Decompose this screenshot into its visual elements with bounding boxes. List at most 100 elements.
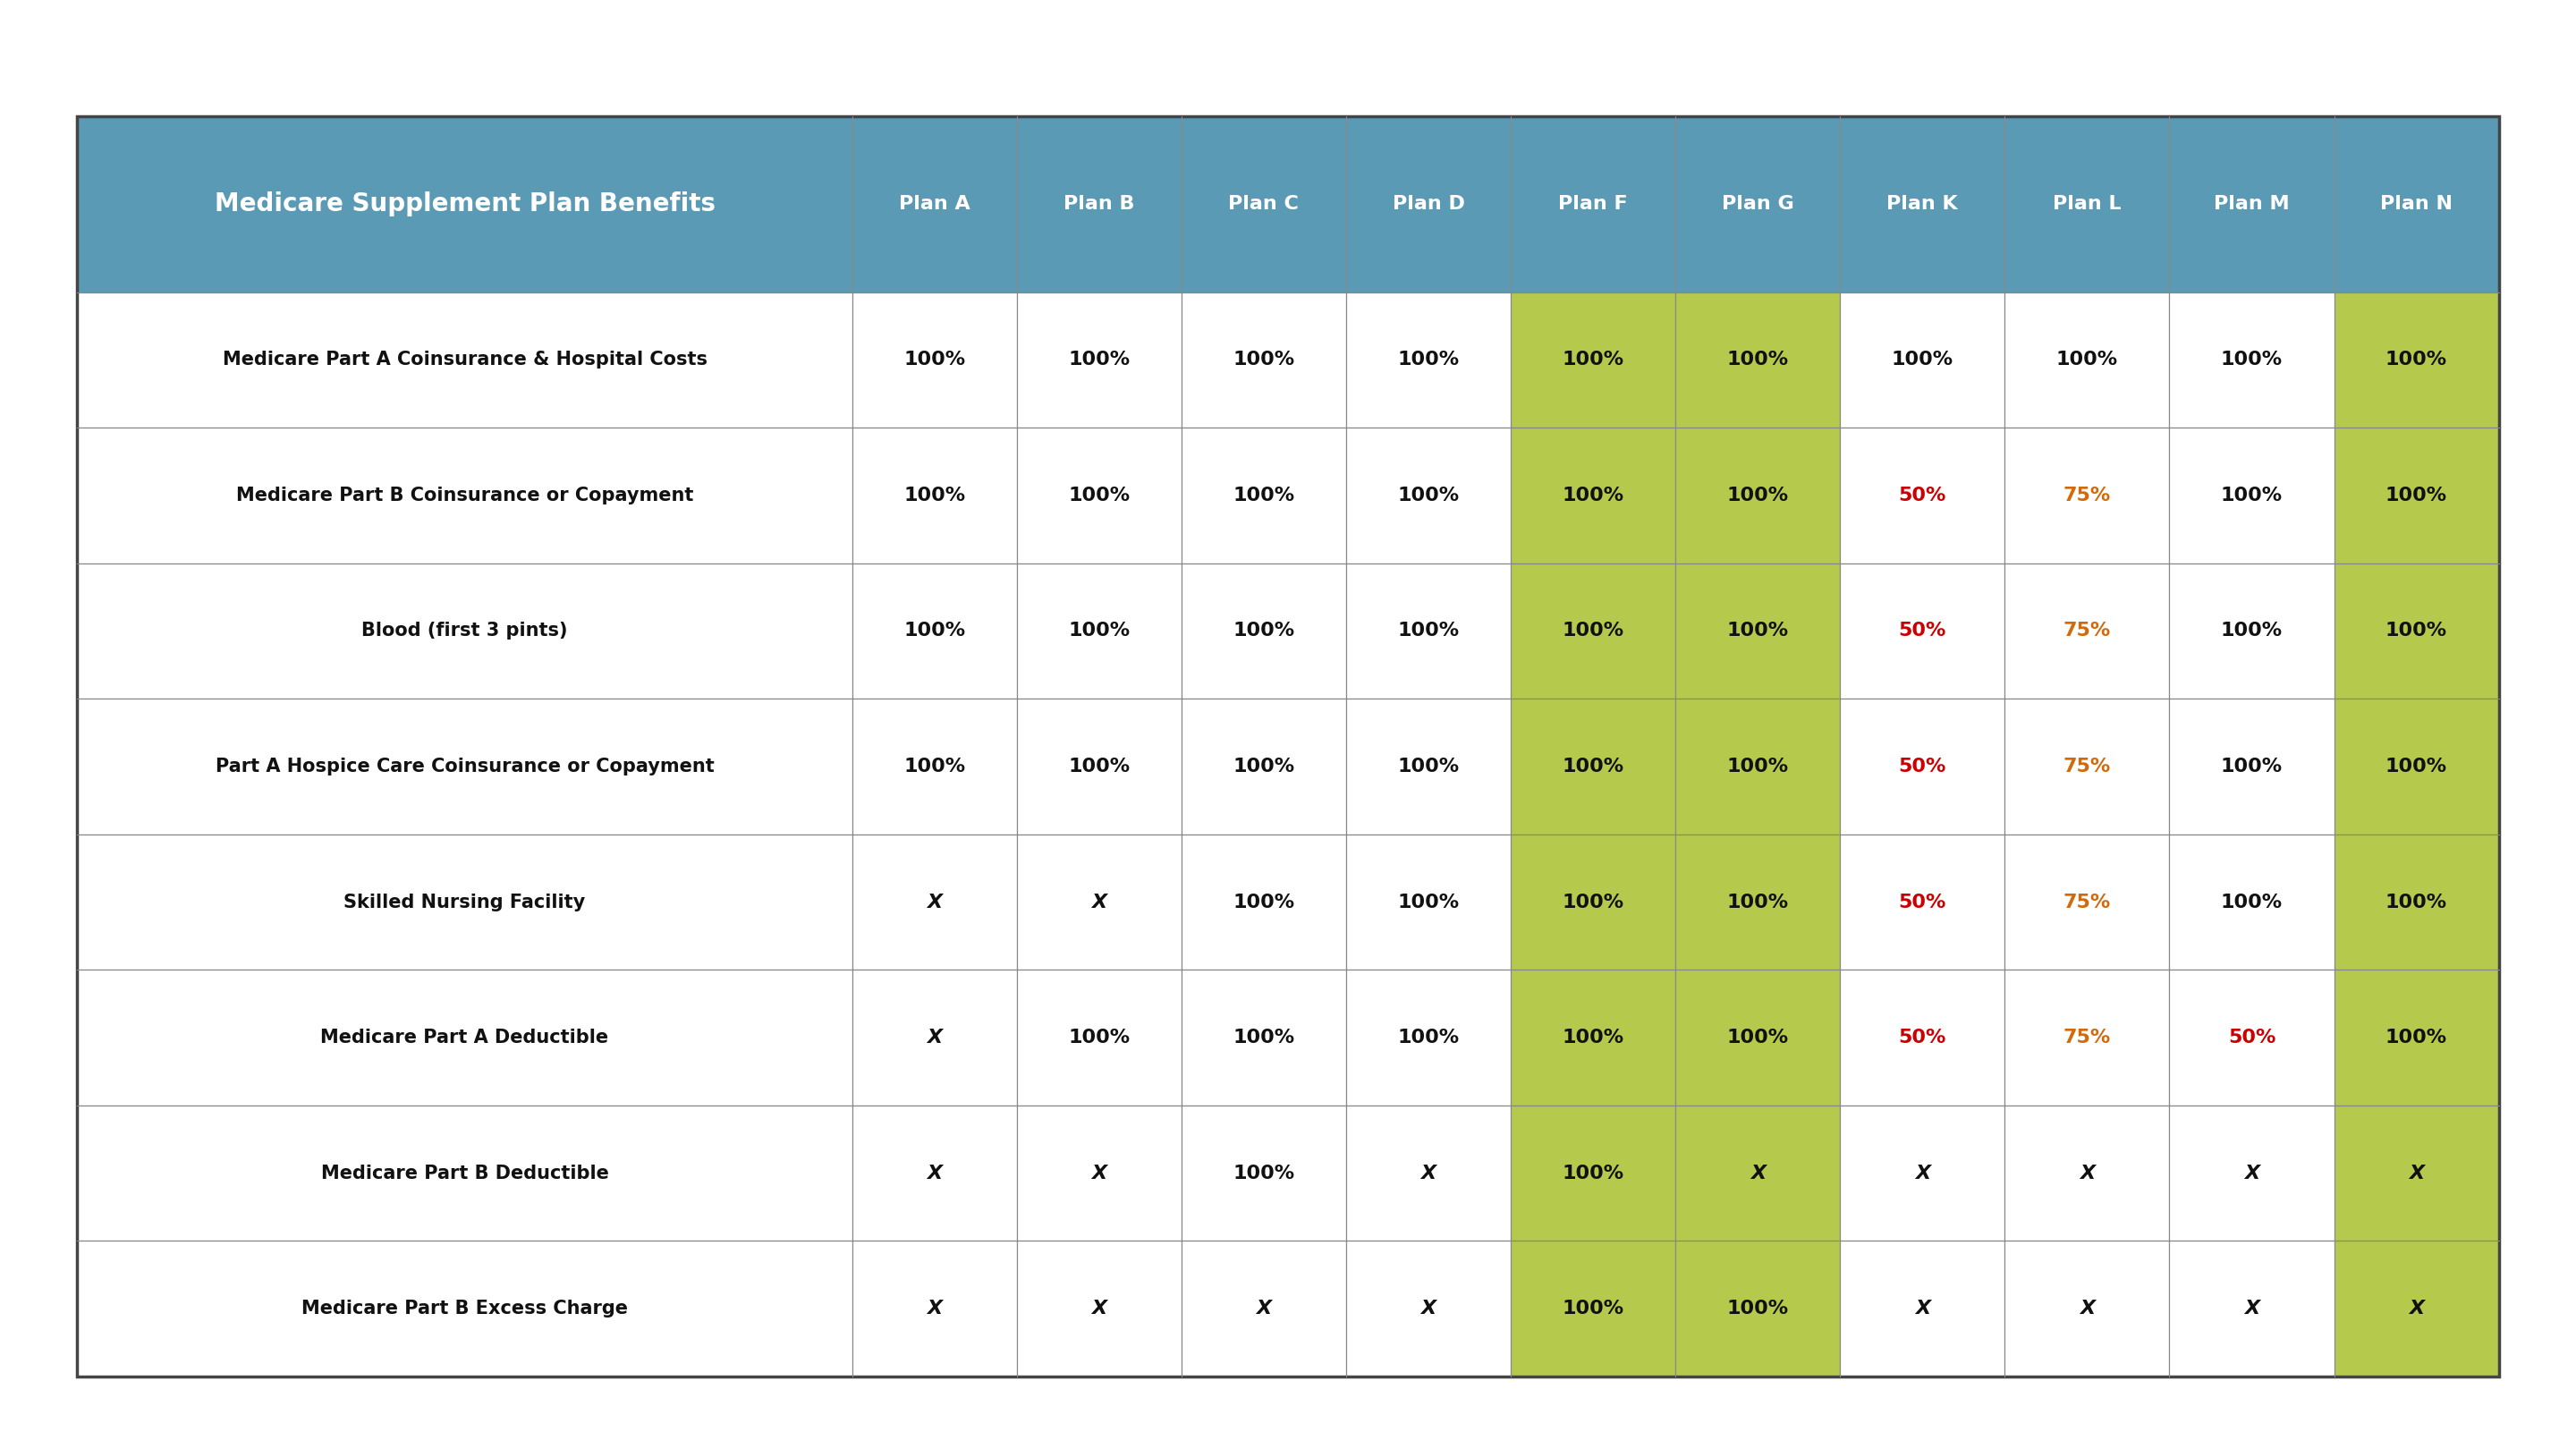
FancyBboxPatch shape bbox=[77, 427, 853, 564]
Text: X: X bbox=[1092, 1165, 1108, 1182]
Text: 100%: 100% bbox=[1726, 487, 1788, 504]
FancyBboxPatch shape bbox=[1347, 427, 1510, 564]
FancyBboxPatch shape bbox=[1347, 698, 1510, 835]
Text: 100%: 100% bbox=[2385, 893, 2447, 911]
FancyBboxPatch shape bbox=[1674, 835, 1839, 969]
Text: X: X bbox=[927, 1165, 943, 1182]
FancyBboxPatch shape bbox=[1839, 293, 2004, 427]
FancyBboxPatch shape bbox=[2169, 1240, 2334, 1377]
Text: X: X bbox=[2409, 1165, 2424, 1182]
FancyBboxPatch shape bbox=[1510, 116, 1674, 293]
FancyBboxPatch shape bbox=[2334, 835, 2499, 969]
Text: 100%: 100% bbox=[1069, 1029, 1131, 1046]
Text: 100%: 100% bbox=[1561, 487, 1623, 504]
FancyBboxPatch shape bbox=[853, 1240, 1018, 1377]
Text: 100%: 100% bbox=[2221, 893, 2282, 911]
Text: 100%: 100% bbox=[904, 758, 966, 775]
FancyBboxPatch shape bbox=[2169, 427, 2334, 564]
Text: 100%: 100% bbox=[1726, 351, 1788, 369]
FancyBboxPatch shape bbox=[2334, 116, 2499, 293]
FancyBboxPatch shape bbox=[1674, 564, 1839, 698]
FancyBboxPatch shape bbox=[2169, 698, 2334, 835]
Text: 100%: 100% bbox=[1069, 758, 1131, 775]
FancyBboxPatch shape bbox=[2334, 969, 2499, 1106]
FancyBboxPatch shape bbox=[1018, 698, 1182, 835]
FancyBboxPatch shape bbox=[853, 835, 1018, 969]
Text: Medicare Part B Excess Charge: Medicare Part B Excess Charge bbox=[301, 1300, 629, 1317]
Text: 100%: 100% bbox=[1234, 1029, 1296, 1046]
FancyBboxPatch shape bbox=[2169, 835, 2334, 969]
FancyBboxPatch shape bbox=[2334, 1106, 2499, 1240]
FancyBboxPatch shape bbox=[1182, 969, 1347, 1106]
Text: 75%: 75% bbox=[2063, 758, 2110, 775]
FancyBboxPatch shape bbox=[853, 1106, 1018, 1240]
FancyBboxPatch shape bbox=[1018, 969, 1182, 1106]
FancyBboxPatch shape bbox=[1182, 835, 1347, 969]
FancyBboxPatch shape bbox=[1510, 427, 1674, 564]
Text: 100%: 100% bbox=[904, 487, 966, 504]
FancyBboxPatch shape bbox=[1018, 564, 1182, 698]
Text: 100%: 100% bbox=[1234, 1165, 1296, 1182]
Text: Plan N: Plan N bbox=[2380, 196, 2452, 213]
Text: 100%: 100% bbox=[1399, 622, 1461, 640]
Text: X: X bbox=[1422, 1165, 1435, 1182]
FancyBboxPatch shape bbox=[1018, 1106, 1182, 1240]
FancyBboxPatch shape bbox=[853, 293, 1018, 427]
FancyBboxPatch shape bbox=[1182, 293, 1347, 427]
Text: Skilled Nursing Facility: Skilled Nursing Facility bbox=[343, 893, 585, 911]
FancyBboxPatch shape bbox=[1018, 293, 1182, 427]
Text: X: X bbox=[927, 1300, 943, 1317]
FancyBboxPatch shape bbox=[1839, 427, 2004, 564]
Text: 100%: 100% bbox=[2056, 351, 2117, 369]
Text: 100%: 100% bbox=[1561, 1300, 1623, 1317]
FancyBboxPatch shape bbox=[853, 427, 1018, 564]
Text: 100%: 100% bbox=[1891, 351, 1953, 369]
FancyBboxPatch shape bbox=[1182, 698, 1347, 835]
FancyBboxPatch shape bbox=[2004, 969, 2169, 1106]
FancyBboxPatch shape bbox=[77, 969, 853, 1106]
FancyBboxPatch shape bbox=[1510, 1106, 1674, 1240]
FancyBboxPatch shape bbox=[77, 116, 853, 293]
FancyBboxPatch shape bbox=[853, 116, 1018, 293]
Text: X: X bbox=[1914, 1300, 1929, 1317]
Text: 100%: 100% bbox=[1561, 1029, 1623, 1046]
Text: 50%: 50% bbox=[2228, 1029, 2275, 1046]
FancyBboxPatch shape bbox=[1674, 293, 1839, 427]
FancyBboxPatch shape bbox=[1347, 116, 1510, 293]
FancyBboxPatch shape bbox=[1347, 1240, 1510, 1377]
FancyBboxPatch shape bbox=[77, 698, 853, 835]
Text: 75%: 75% bbox=[2063, 487, 2110, 504]
Text: X: X bbox=[1422, 1300, 1435, 1317]
Text: 100%: 100% bbox=[1399, 487, 1461, 504]
FancyBboxPatch shape bbox=[2004, 698, 2169, 835]
FancyBboxPatch shape bbox=[1839, 835, 2004, 969]
Text: X: X bbox=[1092, 893, 1108, 911]
Text: Blood (first 3 pints): Blood (first 3 pints) bbox=[361, 622, 567, 640]
FancyBboxPatch shape bbox=[2169, 116, 2334, 293]
Text: 100%: 100% bbox=[1561, 622, 1623, 640]
FancyBboxPatch shape bbox=[1182, 427, 1347, 564]
Text: 50%: 50% bbox=[1899, 1029, 1947, 1046]
FancyBboxPatch shape bbox=[77, 1106, 853, 1240]
FancyBboxPatch shape bbox=[853, 969, 1018, 1106]
Text: 100%: 100% bbox=[1726, 1300, 1788, 1317]
Text: 100%: 100% bbox=[1726, 758, 1788, 775]
FancyBboxPatch shape bbox=[77, 835, 853, 969]
Text: 100%: 100% bbox=[2221, 351, 2282, 369]
Text: X: X bbox=[927, 1029, 943, 1046]
Text: Medicare Part B Coinsurance or Copayment: Medicare Part B Coinsurance or Copayment bbox=[237, 487, 693, 504]
FancyBboxPatch shape bbox=[2169, 969, 2334, 1106]
Text: 75%: 75% bbox=[2063, 1029, 2110, 1046]
Text: 100%: 100% bbox=[2385, 487, 2447, 504]
FancyBboxPatch shape bbox=[1347, 835, 1510, 969]
FancyBboxPatch shape bbox=[2004, 427, 2169, 564]
FancyBboxPatch shape bbox=[1347, 969, 1510, 1106]
Text: X: X bbox=[2244, 1300, 2259, 1317]
Text: 100%: 100% bbox=[1069, 487, 1131, 504]
Text: 100%: 100% bbox=[2221, 487, 2282, 504]
FancyBboxPatch shape bbox=[1674, 1240, 1839, 1377]
Text: X: X bbox=[927, 893, 943, 911]
FancyBboxPatch shape bbox=[1347, 564, 1510, 698]
FancyBboxPatch shape bbox=[1674, 969, 1839, 1106]
Text: 100%: 100% bbox=[1399, 1029, 1461, 1046]
